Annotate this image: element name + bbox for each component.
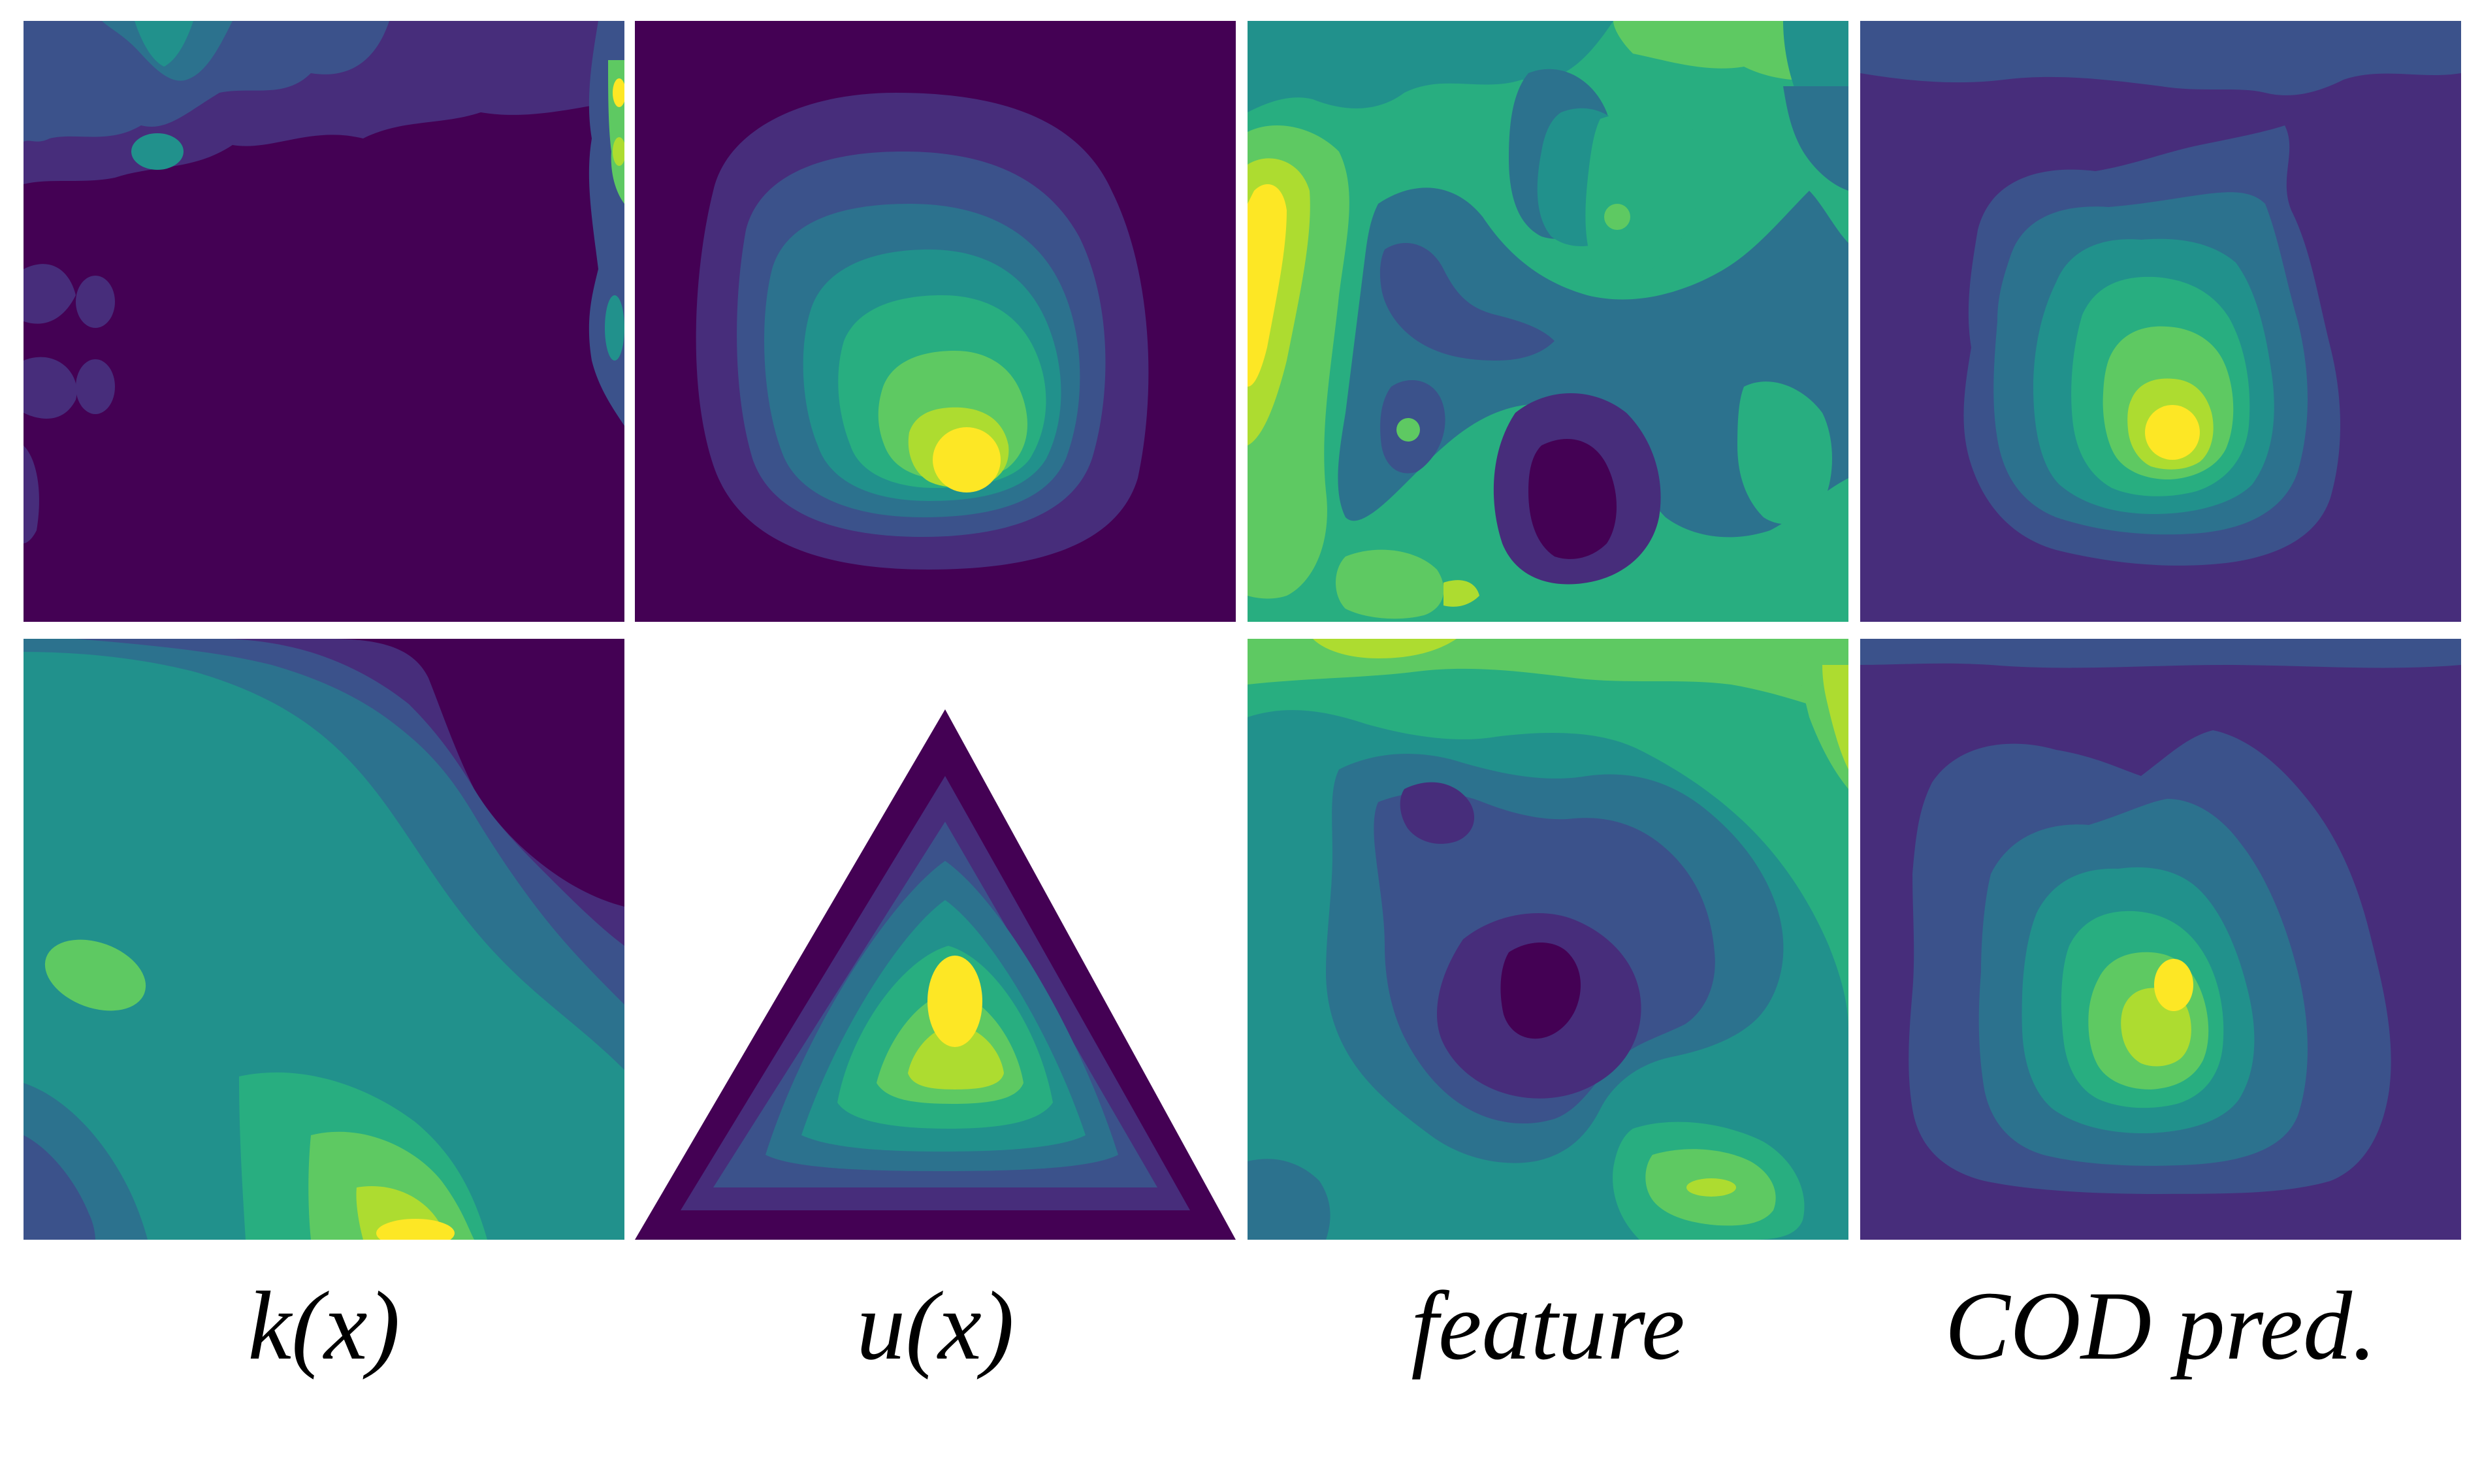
panel-r2-feature bbox=[1248, 639, 1848, 1240]
prediction-plot-1 bbox=[1860, 21, 2461, 622]
panel-r1-feature bbox=[1248, 21, 1848, 622]
solution-plot-triangle bbox=[635, 639, 1236, 1240]
panel-r1-u bbox=[635, 21, 1236, 622]
panel-r2-u bbox=[635, 639, 1236, 1240]
panel-r1-k bbox=[24, 21, 624, 622]
column-label-k: k(x) bbox=[248, 1272, 400, 1380]
solution-plot-square bbox=[635, 21, 1236, 622]
panel-r2-pred bbox=[1860, 639, 2461, 1240]
panel-r1-pred bbox=[1860, 21, 2461, 622]
column-label-feature: feature bbox=[1411, 1272, 1685, 1380]
feature-plot-2 bbox=[1248, 639, 1848, 1240]
column-label-u: u(x) bbox=[856, 1272, 1014, 1380]
k-field-plot bbox=[24, 21, 624, 622]
feature-plot-1 bbox=[1248, 21, 1848, 622]
column-label-cod-pred: COD pred. bbox=[1944, 1272, 2377, 1380]
panel-r2-k bbox=[24, 639, 624, 1240]
prediction-plot-2 bbox=[1860, 639, 2461, 1240]
k-field-plot-2 bbox=[24, 639, 624, 1240]
